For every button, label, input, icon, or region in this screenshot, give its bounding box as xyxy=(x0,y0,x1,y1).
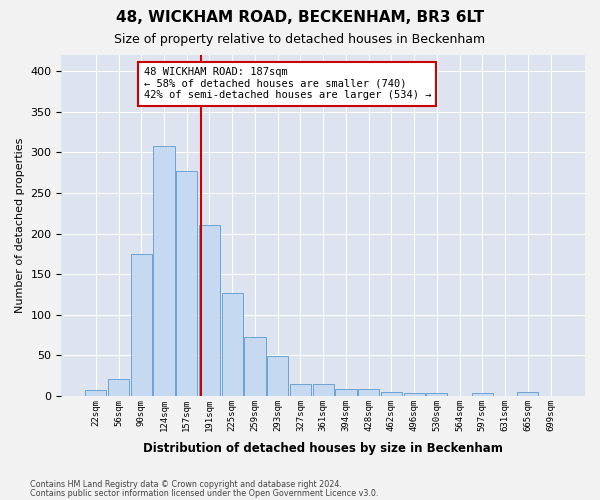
Bar xyxy=(313,384,334,396)
Bar xyxy=(358,390,379,396)
Bar xyxy=(472,392,493,396)
Bar xyxy=(267,356,288,396)
Bar xyxy=(85,390,106,396)
Bar xyxy=(517,392,538,396)
Bar xyxy=(221,293,243,396)
Bar xyxy=(404,394,425,396)
Bar xyxy=(131,254,152,396)
Text: 48 WICKHAM ROAD: 187sqm
← 58% of detached houses are smaller (740)
42% of semi-d: 48 WICKHAM ROAD: 187sqm ← 58% of detache… xyxy=(143,67,431,100)
Text: Size of property relative to detached houses in Beckenham: Size of property relative to detached ho… xyxy=(115,32,485,46)
Y-axis label: Number of detached properties: Number of detached properties xyxy=(15,138,25,313)
Bar xyxy=(381,392,402,396)
Bar xyxy=(427,394,448,396)
Bar xyxy=(199,226,220,396)
Bar xyxy=(335,388,356,396)
Bar xyxy=(290,384,311,396)
Text: 48, WICKHAM ROAD, BECKENHAM, BR3 6LT: 48, WICKHAM ROAD, BECKENHAM, BR3 6LT xyxy=(116,10,484,25)
Bar xyxy=(108,379,129,396)
Text: Contains HM Land Registry data © Crown copyright and database right 2024.: Contains HM Land Registry data © Crown c… xyxy=(30,480,342,489)
Text: Contains public sector information licensed under the Open Government Licence v3: Contains public sector information licen… xyxy=(30,489,379,498)
Bar xyxy=(176,171,197,396)
Bar xyxy=(244,338,266,396)
X-axis label: Distribution of detached houses by size in Beckenham: Distribution of detached houses by size … xyxy=(143,442,503,455)
Bar xyxy=(154,146,175,396)
